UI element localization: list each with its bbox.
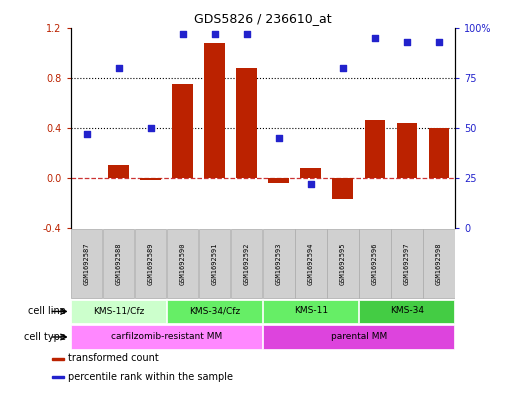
Text: GSM1692591: GSM1692591 <box>212 242 218 285</box>
Text: cell line: cell line <box>28 307 65 316</box>
Point <box>115 64 123 71</box>
Bar <box>199 229 231 298</box>
Text: transformed count: transformed count <box>68 353 159 364</box>
Text: parental MM: parental MM <box>331 332 387 341</box>
Bar <box>300 168 321 178</box>
Bar <box>295 229 326 298</box>
Text: GSM1692590: GSM1692590 <box>180 242 186 285</box>
Text: GSM1692594: GSM1692594 <box>308 242 314 285</box>
Text: KMS-34: KMS-34 <box>390 307 424 316</box>
Bar <box>167 300 262 323</box>
Text: GSM1692596: GSM1692596 <box>372 242 378 285</box>
Text: GSM1692597: GSM1692597 <box>404 242 410 285</box>
Bar <box>327 229 359 298</box>
Point <box>243 30 251 37</box>
Text: GSM1692589: GSM1692589 <box>147 242 154 285</box>
Bar <box>71 325 262 349</box>
Title: GDS5826 / 236610_at: GDS5826 / 236610_at <box>194 12 332 25</box>
Bar <box>333 178 354 199</box>
Point <box>211 30 219 37</box>
Point <box>178 30 187 37</box>
Bar <box>428 128 449 178</box>
Bar <box>71 300 166 323</box>
Bar <box>108 165 129 178</box>
Point <box>435 39 443 45</box>
Bar <box>71 229 103 298</box>
Bar <box>359 229 391 298</box>
Bar <box>359 300 454 323</box>
Bar <box>135 229 166 298</box>
Text: percentile rank within the sample: percentile rank within the sample <box>68 371 233 382</box>
Bar <box>236 68 257 178</box>
Text: GSM1692598: GSM1692598 <box>436 242 442 285</box>
Text: KMS-34/Cfz: KMS-34/Cfz <box>189 307 241 316</box>
Text: GSM1692588: GSM1692588 <box>116 242 122 285</box>
Text: carfilzomib-resistant MM: carfilzomib-resistant MM <box>111 332 222 341</box>
Text: GSM1692593: GSM1692593 <box>276 242 282 285</box>
Bar <box>391 229 423 298</box>
Bar <box>263 300 358 323</box>
Point <box>403 39 411 45</box>
Text: GSM1692587: GSM1692587 <box>84 242 89 285</box>
Bar <box>204 42 225 178</box>
Bar <box>52 358 64 360</box>
Bar <box>140 178 161 180</box>
Bar <box>396 123 417 178</box>
Bar <box>103 229 134 298</box>
Bar <box>423 229 454 298</box>
Bar <box>263 229 294 298</box>
Bar <box>167 229 198 298</box>
Bar <box>365 120 385 178</box>
Point <box>275 134 283 141</box>
Bar <box>231 229 263 298</box>
Text: KMS-11: KMS-11 <box>294 307 328 316</box>
Point <box>83 130 91 137</box>
Point <box>306 181 315 187</box>
Point <box>146 125 155 131</box>
Bar <box>172 84 193 178</box>
Bar <box>52 376 64 378</box>
Text: GSM1692595: GSM1692595 <box>340 242 346 285</box>
Point <box>371 35 379 41</box>
Text: KMS-11/Cfz: KMS-11/Cfz <box>93 307 144 316</box>
Text: GSM1692592: GSM1692592 <box>244 242 250 285</box>
Bar <box>263 325 454 349</box>
Bar <box>268 178 289 183</box>
Text: cell type: cell type <box>24 332 65 342</box>
Point <box>339 64 347 71</box>
